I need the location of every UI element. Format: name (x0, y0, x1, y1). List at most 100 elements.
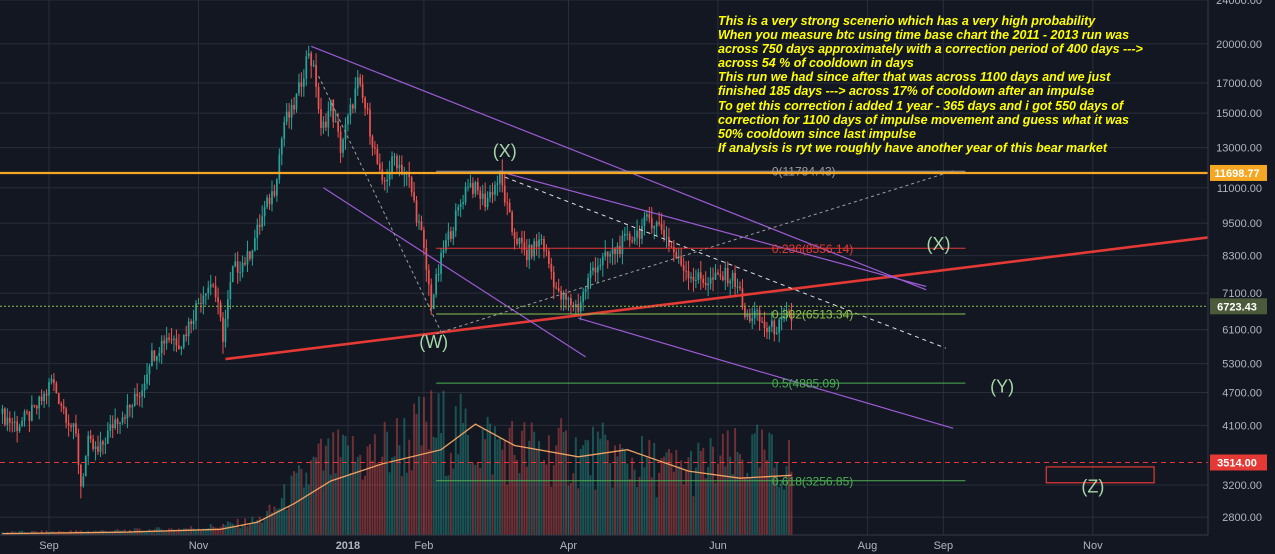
candle-body (670, 246, 673, 248)
volume-bar (393, 456, 396, 535)
candle-body (298, 82, 300, 94)
candle-body (410, 177, 413, 193)
candle-body (479, 190, 482, 199)
volume-bar (327, 438, 330, 535)
candle-body (562, 293, 565, 300)
candle-body (432, 294, 435, 310)
candle-body (548, 251, 550, 264)
annotation-line: This is a very strong scenerio which has… (718, 14, 1096, 28)
channel-mid-line (504, 172, 927, 288)
candle-body (253, 238, 256, 251)
candle-body (655, 222, 658, 227)
candle-body (30, 404, 33, 421)
volume-bar (354, 462, 357, 535)
wave-label: (X) (926, 234, 950, 254)
candle-body (457, 207, 460, 211)
volume-bar (643, 467, 646, 535)
candle-body (378, 163, 381, 170)
candle-body (484, 193, 487, 208)
annotation-line: This run we had since after that was acr… (718, 70, 1111, 85)
candle-body (790, 313, 793, 321)
volume-bar (496, 439, 499, 535)
candle-body (638, 230, 641, 239)
volume-bar (731, 473, 734, 535)
volume-bar (437, 393, 440, 535)
candle-body (16, 421, 19, 432)
candle-body (4, 408, 6, 425)
candle-body (714, 272, 717, 280)
candle-body (124, 417, 126, 419)
candle-body (366, 108, 369, 110)
volume-bar (550, 486, 553, 535)
candle-body (582, 291, 585, 303)
volume-bar (655, 497, 658, 535)
candle-body (447, 231, 450, 240)
candle-body (288, 111, 290, 118)
volume-bar (195, 529, 198, 535)
volume-bar (214, 527, 217, 535)
volume-bar (572, 473, 575, 535)
volume-bar (484, 439, 487, 535)
volume-bar (535, 449, 538, 535)
volume-bar (724, 466, 727, 535)
annotation-line: If analysis is ryt we roughly have anoth… (718, 140, 1108, 155)
candle-body (430, 284, 433, 310)
candle-body (119, 422, 121, 424)
fib-level-label: 0.5(4885.09) (772, 377, 840, 391)
candle-body (239, 272, 241, 274)
candle-body (312, 64, 315, 66)
volume-bar (285, 510, 288, 535)
candle-body (565, 293, 567, 300)
candle-body (200, 303, 202, 305)
candle-body (334, 121, 337, 123)
volume-bar (187, 528, 190, 535)
candle-body (141, 390, 143, 397)
time-tick-label: Sep (934, 540, 954, 552)
candle-body (729, 280, 732, 284)
volume-bar (513, 454, 516, 535)
candle-body (709, 277, 712, 284)
volume-bar (604, 434, 607, 535)
candle-body (567, 297, 570, 300)
volume-bar (599, 438, 602, 535)
candle-body (697, 272, 700, 280)
candle-body (435, 274, 438, 295)
price-tick-label: 6100.00 (1222, 325, 1262, 337)
candle-body (621, 235, 624, 255)
volume-bar (736, 452, 739, 535)
candle-body (780, 316, 783, 320)
candle-body (739, 286, 741, 289)
volume-bar (702, 447, 705, 535)
volume-bar (677, 466, 680, 535)
candle-body (180, 347, 183, 349)
candle-body (290, 104, 293, 118)
candle-body (227, 299, 229, 319)
volume-bar (756, 424, 759, 535)
candle-body (636, 230, 638, 238)
volume-bar (324, 445, 327, 535)
volume-bar (266, 510, 269, 535)
candle-body (217, 297, 219, 303)
volume-bar (611, 487, 614, 535)
candle-body (464, 186, 467, 203)
volume-bar (547, 435, 550, 535)
candle-body (236, 261, 239, 273)
volume-bar (518, 473, 521, 535)
volume-bar (244, 518, 247, 535)
volume-bar (182, 528, 185, 535)
fib-level-label: 0.382(6513.34) (772, 307, 853, 321)
candle-body (604, 251, 607, 257)
candle-body (472, 183, 474, 194)
volume-bar (444, 475, 447, 535)
candle-body (302, 78, 305, 87)
volume-bar (719, 455, 722, 535)
candle-body (454, 210, 457, 231)
annotation-line: across 54 % of cooldown in days (718, 56, 914, 71)
volume-bar (650, 477, 653, 535)
candle-body (445, 239, 447, 251)
volume-bar (163, 531, 166, 535)
candle-body (383, 180, 386, 182)
candle-body (6, 417, 9, 425)
volume-bar (542, 459, 545, 535)
